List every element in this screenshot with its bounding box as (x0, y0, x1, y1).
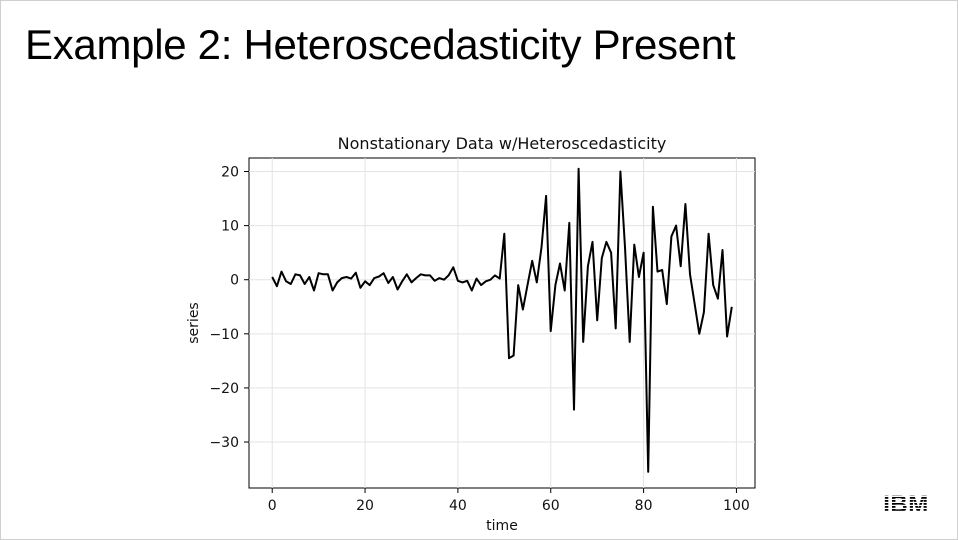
x-tick-label: 60 (542, 498, 560, 514)
y-tick-label: 0 (230, 273, 239, 289)
y-tick-label: 10 (221, 219, 239, 235)
y-tick-label: −20 (209, 381, 239, 397)
y-tick-label: −10 (209, 327, 239, 343)
x-tick-label: 20 (356, 498, 374, 514)
slide-title: Example 2: Heteroscedasticity Present (25, 21, 736, 68)
grid (249, 158, 755, 488)
x-tick-label: 40 (449, 498, 467, 514)
y-axis-label: series (186, 302, 202, 343)
y-tick-label: 20 (221, 165, 239, 181)
x-tick-label: 100 (723, 498, 750, 514)
ibm-logo-text: IBM (883, 491, 929, 515)
chart-title: Nonstationary Data w/Heteroscedasticity (338, 134, 667, 153)
y-tick-label: −30 (209, 435, 239, 451)
plot-area (248, 157, 756, 489)
x-tick-label: 80 (635, 498, 653, 514)
ibm-logo: IBM (883, 491, 929, 515)
series-line (271, 167, 733, 473)
x-axis-label: time (486, 518, 518, 534)
x-tick-label: 0 (268, 498, 277, 514)
